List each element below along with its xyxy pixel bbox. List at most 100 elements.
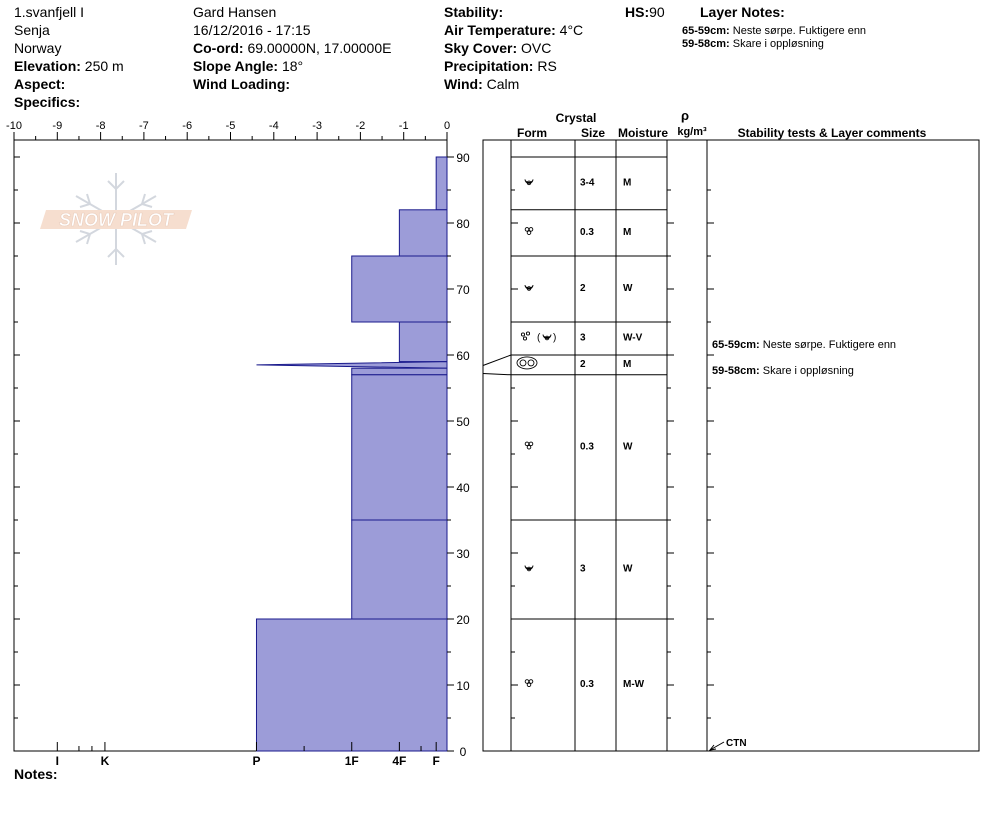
logo-text: SNOW PILOT: [59, 210, 175, 230]
country-name: Norway: [14, 40, 62, 56]
grain-circle: [519, 359, 527, 367]
hardness-axis: I K P 1F 4F F: [56, 742, 440, 768]
slope-label: Slope Angle:: [193, 58, 279, 74]
grain-circle: [528, 227, 534, 232]
grain-form-icon: [516, 356, 538, 370]
elevation-value: 250 m: [84, 58, 124, 74]
precipitation-value: RS: [537, 58, 557, 74]
hardness-bar: [351, 519, 448, 620]
sky-cover-value: OVC: [521, 40, 552, 56]
form-paren: ): [553, 333, 556, 344]
y-tick-label: 80: [456, 217, 470, 231]
x-tick-label: -7: [139, 120, 149, 132]
y-tick-label: 70: [456, 283, 470, 297]
aspect-label: Aspect:: [14, 76, 66, 92]
layer-comment: 65-59cm: Neste sørpe. Fuktigere enn: [712, 339, 896, 351]
y-tick-label: 20: [456, 613, 470, 627]
layer-row: 0.3 M-W: [524, 679, 645, 690]
hardness-bar: [351, 374, 448, 521]
layer-row: () 3 W-V: [520, 331, 643, 344]
y-tick-label: 60: [456, 349, 470, 363]
snowpilot-logo: SNOW PILOT: [40, 173, 192, 265]
layer-note-2: 59-58cm: Skare i oppløsning: [682, 37, 824, 51]
layer-moisture: W-V: [623, 333, 643, 344]
hardness-bar: [435, 156, 448, 211]
hardness-profile: [255, 156, 448, 752]
hardness-bar: [351, 367, 448, 376]
table-depth-ticks: [511, 189, 714, 719]
layer-note-2-text: Skare i oppløsning: [732, 38, 824, 50]
layer-table-rows: 3-4 M0.3 M2 W() 3 W-V2 M0.3 W3 W0.3 M-W: [482, 156, 667, 752]
sky-cover-row: Sky Cover: OVC: [444, 39, 551, 57]
grain-path: [524, 179, 534, 184]
y-tick-label: 40: [456, 481, 470, 495]
air-temp-row: Air Temperature: 4°C: [444, 21, 583, 39]
slope-row: Slope Angle: 18°: [193, 57, 303, 75]
grain-form-icon: [524, 284, 534, 291]
hardness-bar: [398, 209, 448, 257]
layer-moisture: W: [623, 283, 633, 294]
layer-connector: [482, 373, 512, 376]
grain-circle: [520, 332, 526, 337]
x-axis: -10 -9 -8 -7 -6 -5 -4 -3 -2 -1 0: [6, 120, 450, 140]
y-tick-label: 90: [456, 151, 470, 165]
layer-comment-text: Neste sørpe. Fuktigere enn: [763, 339, 896, 351]
stability-test-arrowhead: [708, 744, 717, 751]
density-rho-header: ρ: [681, 108, 689, 123]
precipitation-row: Precipitation: RS: [444, 57, 557, 75]
layer-moisture: W: [623, 441, 633, 452]
grain-form-icon: [524, 565, 534, 572]
y-axis: 0 10 20 30 40 50 60 70 80 90: [14, 151, 470, 759]
grain-path: [524, 565, 534, 570]
layer-size: 3: [580, 564, 586, 575]
precipitation-label: Precipitation:: [444, 58, 534, 74]
grain-circle: [525, 331, 531, 336]
y-tick-label: 0: [460, 745, 467, 759]
layer-size: 3-4: [580, 177, 595, 188]
aspect-row: Aspect:: [14, 75, 65, 93]
x-tick-label: -3: [312, 120, 322, 132]
layer-size: 0.3: [580, 227, 594, 238]
grain-ellipse: [516, 356, 538, 370]
layer-comment-text: Skare i oppløsning: [763, 365, 854, 377]
hardness-tick-label: P: [252, 754, 260, 768]
notes-label: Notes:: [14, 766, 58, 782]
layer-size: 3: [580, 333, 586, 344]
hs-label: HS:: [625, 4, 650, 20]
wind-loading-label: Wind Loading:: [193, 76, 291, 92]
layer-row: 0.3 W: [524, 441, 633, 452]
observation-datetime: 16/12/2016 - 17:15: [193, 22, 311, 38]
size-header: Size: [581, 126, 605, 140]
grain-form-icon: [524, 441, 534, 450]
grain-circle: [528, 441, 534, 447]
x-tick-label: -10: [6, 120, 22, 132]
grain-circle: [526, 286, 532, 291]
y-tick-label: 30: [456, 547, 470, 561]
region-name: Senja: [14, 22, 50, 38]
y-tick-label: 10: [456, 679, 470, 693]
specifics-label: Specifics:: [14, 94, 81, 110]
hardness-bar: [398, 321, 448, 363]
x-tick-label: -5: [226, 120, 236, 132]
elevation-label: Elevation:: [14, 58, 81, 74]
layer-note-1-text: Neste sørpe. Fuktigere enn: [732, 25, 867, 37]
hardness-tick-label: F: [433, 754, 440, 768]
layer-moisture: M: [623, 177, 631, 188]
grain-form-icon: [524, 227, 534, 235]
wind-label: Wind:: [444, 76, 483, 92]
elevation-row: Elevation: 250 m: [14, 57, 124, 75]
layer-size: 2: [580, 359, 586, 370]
form-paren: (: [537, 333, 541, 344]
x-tick-label: -1: [399, 120, 409, 132]
layer-size: 0.3: [580, 679, 594, 690]
stability-test-marker: CTN: [708, 738, 747, 751]
layer-size: 0.3: [580, 441, 594, 452]
y-tick-label: 50: [456, 415, 470, 429]
stability-test-arrow: [709, 741, 725, 751]
x-tick-label: -4: [269, 120, 279, 132]
hardness-bar: [255, 618, 448, 752]
coord-label: Co-ord:: [193, 40, 244, 56]
layer-moisture: W: [623, 564, 633, 575]
x-tick-label: 0: [444, 120, 450, 132]
